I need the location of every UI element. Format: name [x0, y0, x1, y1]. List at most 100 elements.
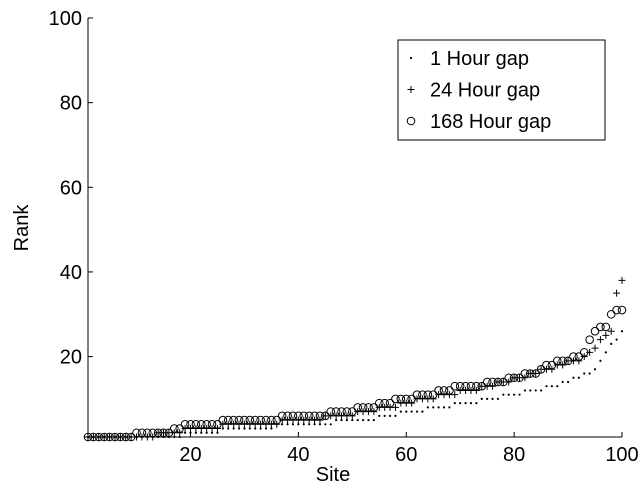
point: [326, 407, 336, 416]
point: [186, 420, 195, 429]
point: [299, 411, 309, 421]
y-axis-label: Rank: [11, 204, 33, 252]
point: [250, 415, 260, 425]
point: [83, 432, 93, 442]
point: [361, 418, 365, 422]
point: [227, 427, 230, 430]
point: [583, 372, 586, 375]
point: [229, 415, 238, 425]
point: [526, 369, 535, 378]
point: [283, 411, 292, 421]
point: [448, 406, 451, 409]
point: [348, 407, 357, 416]
point: [439, 386, 449, 395]
point: [391, 394, 400, 404]
point: [509, 373, 519, 383]
point: [159, 428, 168, 438]
point: [248, 427, 251, 430]
point: [369, 403, 379, 412]
point: [552, 356, 562, 366]
point: [245, 415, 255, 425]
point: [137, 428, 147, 438]
point: [254, 427, 257, 430]
point: [294, 411, 303, 421]
point: [183, 431, 187, 434]
legend-label: 24 Hour gap: [430, 80, 540, 102]
point: [593, 368, 597, 371]
point: [407, 394, 416, 404]
point: [207, 420, 217, 429]
point: [367, 418, 370, 422]
point: [502, 393, 505, 396]
point: [504, 373, 514, 383]
y-tick-label: 100: [49, 8, 82, 30]
point: [232, 427, 235, 430]
point: [364, 403, 373, 412]
point: [200, 431, 203, 434]
point: [175, 424, 184, 433]
point: [383, 414, 386, 417]
point: [272, 415, 282, 425]
point: [596, 322, 605, 332]
point: [202, 420, 211, 429]
point: [475, 402, 478, 405]
point: [310, 411, 319, 421]
point: [590, 326, 600, 336]
point: [234, 415, 244, 425]
point: [374, 398, 384, 408]
point: [318, 423, 322, 426]
point: [577, 376, 580, 379]
point: [94, 432, 104, 442]
point: [210, 431, 214, 434]
legend-marker: [407, 86, 415, 93]
point: [532, 370, 540, 378]
point: [315, 411, 325, 421]
point: [335, 418, 338, 422]
point: [99, 432, 109, 442]
point: [180, 420, 190, 429]
point: [572, 376, 575, 379]
point: [126, 432, 136, 442]
point: [496, 397, 500, 401]
point: [618, 276, 626, 284]
point: [499, 377, 508, 387]
point: [610, 342, 613, 345]
point: [466, 381, 476, 391]
point: [304, 411, 314, 421]
point: [148, 428, 158, 438]
point: [143, 428, 152, 438]
point: [412, 390, 422, 399]
point: [418, 390, 427, 399]
point: [486, 397, 489, 401]
point: [428, 390, 438, 399]
point: [240, 415, 249, 425]
point: [547, 360, 557, 370]
point: [324, 423, 327, 426]
point: [372, 418, 375, 422]
legend-label: 1 Hour gap: [430, 48, 529, 70]
point: [281, 423, 284, 426]
point: [405, 410, 408, 413]
point: [213, 420, 222, 429]
point: [599, 359, 602, 362]
point: [480, 397, 483, 401]
point: [520, 369, 530, 378]
point: [606, 309, 616, 319]
y-tick-label: 80: [60, 93, 82, 115]
x-tick-label: 60: [395, 444, 417, 466]
point: [579, 348, 589, 357]
point: [531, 369, 540, 378]
point: [415, 410, 419, 413]
point: [218, 415, 228, 425]
point: [243, 427, 246, 430]
point: [615, 338, 618, 341]
x-tick-label: 100: [605, 444, 638, 466]
point: [534, 389, 537, 392]
point: [445, 386, 454, 395]
point: [302, 423, 305, 426]
point: [356, 418, 359, 422]
point: [267, 415, 276, 425]
point: [612, 305, 621, 315]
legend-marker: [406, 116, 416, 126]
